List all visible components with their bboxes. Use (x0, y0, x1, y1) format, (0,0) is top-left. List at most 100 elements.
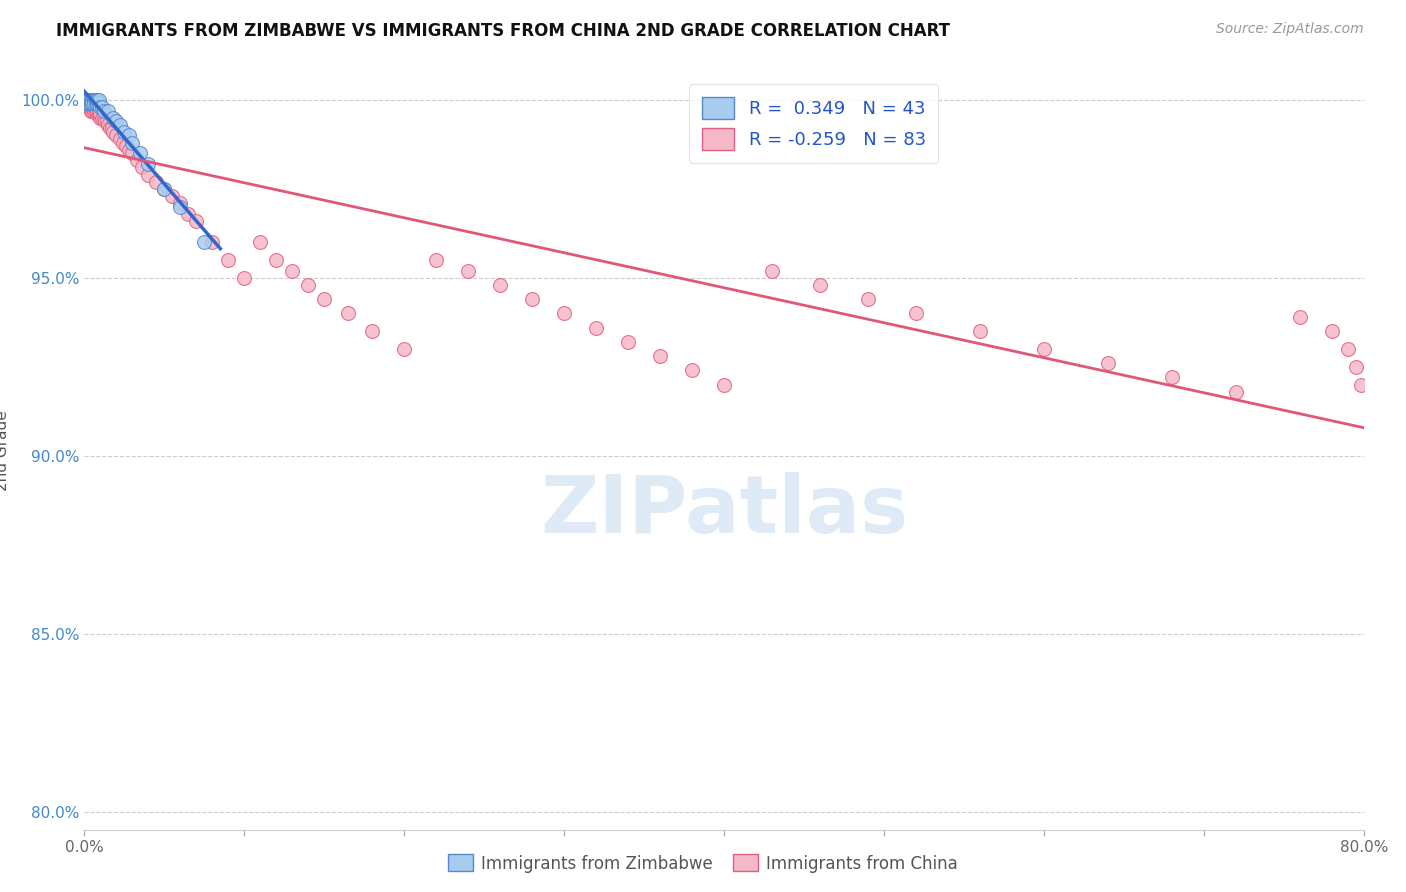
Point (1097, 356, 1119, 370)
Point (75, 93, 97, 107)
Point (93, 103, 115, 118)
Point (457, 263, 479, 277)
Point (101, 111, 124, 125)
Point (80, 100, 103, 114)
Point (94, 114, 117, 128)
Point (93, 111, 115, 125)
Point (713, 377, 735, 392)
Point (1350, 377, 1372, 392)
Point (118, 143, 141, 157)
Point (96, 114, 118, 128)
Point (169, 200, 191, 214)
Point (75, 96, 97, 111)
Point (121, 136, 143, 150)
Point (77, 96, 100, 111)
Point (361, 324, 384, 338)
Point (86, 96, 108, 111)
Y-axis label: 2nd Grade: 2nd Grade (0, 410, 10, 491)
Point (76, 93, 98, 107)
Point (76, 100, 98, 114)
Point (145, 175, 167, 189)
Point (80, 93, 103, 107)
Point (129, 146, 152, 161)
Point (84, 93, 107, 107)
Point (83, 93, 105, 107)
Point (108, 118, 131, 132)
Point (1288, 310, 1310, 324)
Point (264, 253, 288, 268)
Point (761, 263, 783, 277)
Point (82, 100, 104, 114)
Point (84, 96, 107, 111)
Point (87, 107, 110, 121)
Point (131, 161, 153, 175)
Point (1032, 342, 1054, 356)
Point (217, 253, 239, 268)
Point (249, 235, 271, 250)
Point (75, 93, 97, 107)
Point (115, 139, 138, 153)
Point (77, 100, 100, 114)
Point (89, 111, 111, 125)
Point (82, 103, 104, 118)
Point (681, 363, 703, 377)
Point (101, 125, 124, 139)
Point (281, 263, 304, 277)
Point (82, 96, 104, 111)
Point (169, 196, 191, 211)
Point (87, 96, 110, 111)
Point (89, 107, 111, 121)
Point (648, 349, 672, 363)
Point (75, 93, 97, 107)
Point (808, 277, 831, 292)
Point (153, 182, 176, 196)
Point (177, 207, 200, 221)
Point (138, 168, 160, 182)
Point (76, 93, 98, 107)
Point (76, 96, 98, 111)
Point (97, 118, 120, 132)
Point (118, 128, 141, 143)
Point (89, 100, 111, 114)
Point (138, 157, 160, 171)
Point (522, 292, 544, 306)
Point (86, 93, 108, 107)
Point (75, 96, 97, 111)
Legend: Immigrants from Zimbabwe, Immigrants from China: Immigrants from Zimbabwe, Immigrants fro… (441, 847, 965, 880)
Point (1337, 342, 1360, 356)
Point (127, 153, 149, 168)
Point (91, 111, 114, 125)
Point (83, 100, 105, 114)
Point (153, 182, 176, 196)
Point (111, 136, 134, 150)
Point (77, 93, 100, 107)
Point (297, 277, 319, 292)
Point (1225, 384, 1247, 399)
Point (80, 103, 103, 118)
Point (98, 121, 121, 136)
Point (76, 93, 98, 107)
Point (87, 103, 110, 118)
Point (585, 320, 607, 334)
Point (77, 93, 100, 107)
Point (856, 292, 879, 306)
Point (91, 100, 114, 114)
Point (83, 96, 105, 111)
Point (162, 189, 184, 203)
Point (86, 103, 108, 118)
Point (1161, 370, 1184, 384)
Point (186, 214, 208, 228)
Point (193, 235, 215, 250)
Point (84, 103, 107, 118)
Point (80, 93, 103, 107)
Point (83, 96, 105, 111)
Point (82, 93, 104, 107)
Point (83, 93, 105, 107)
Point (97, 103, 120, 118)
Point (77, 93, 100, 107)
Point (80, 96, 103, 111)
Point (201, 235, 224, 250)
Point (969, 324, 991, 338)
Point (84, 100, 107, 114)
Point (1344, 359, 1367, 374)
